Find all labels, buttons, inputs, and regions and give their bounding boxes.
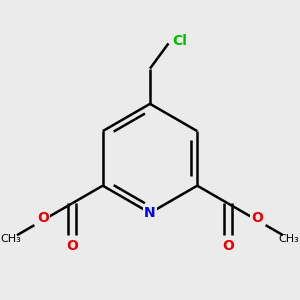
Text: CH₃: CH₃	[1, 234, 22, 244]
Text: Cl: Cl	[173, 34, 188, 48]
Text: O: O	[251, 211, 263, 225]
Text: N: N	[144, 206, 156, 220]
Text: O: O	[66, 239, 78, 254]
Text: O: O	[222, 239, 234, 254]
Text: O: O	[37, 211, 49, 225]
Text: CH₃: CH₃	[278, 234, 299, 244]
